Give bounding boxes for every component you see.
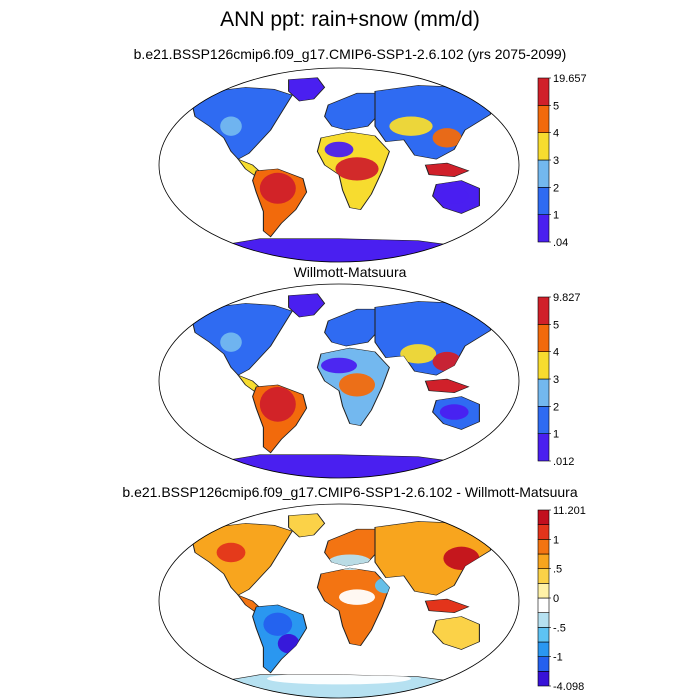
colorbar-label: .04 bbox=[553, 237, 568, 249]
colorbar-box bbox=[537, 324, 550, 352]
map-panel-2 bbox=[158, 283, 520, 479]
shading-patch bbox=[335, 157, 379, 181]
shading-patch bbox=[439, 404, 469, 420]
shading-patch bbox=[400, 344, 437, 364]
shading-patch bbox=[432, 128, 462, 148]
panel-3-title: b.e21.BSSP126cmip6.f09_g17.CMIP6-SSP1-2.… bbox=[122, 484, 578, 500]
shading-patch bbox=[324, 141, 354, 158]
landmass-af bbox=[316, 567, 390, 646]
landmass-gr bbox=[288, 513, 326, 538]
colorbar-label: 4 bbox=[553, 128, 559, 140]
land-layer bbox=[190, 513, 502, 698]
landmass-nz bbox=[489, 651, 502, 664]
landmass-nz bbox=[489, 431, 502, 444]
colorbar-box bbox=[537, 132, 550, 161]
colorbar-box bbox=[537, 612, 550, 628]
colorbar-box bbox=[537, 671, 550, 687]
colorbar-box bbox=[537, 597, 550, 613]
colorbar-box bbox=[537, 656, 550, 672]
colorbar-label: -1 bbox=[553, 652, 563, 664]
colorbar-1: .04 1 2 3 4 5 19.657 bbox=[537, 73, 587, 249]
map-panel-3 bbox=[158, 503, 520, 699]
landmass-gr bbox=[288, 77, 326, 102]
landmass-id bbox=[424, 378, 470, 393]
colorbar-label: 19.657 bbox=[553, 73, 587, 85]
colorbar-box bbox=[537, 406, 550, 434]
shading-patch bbox=[263, 612, 293, 636]
landmass-id bbox=[424, 162, 470, 177]
colorbar-box bbox=[537, 378, 550, 407]
colorbar-box bbox=[537, 553, 550, 569]
panel-1-title: b.e21.BSSP126cmip6.f09_g17.CMIP6-SSP1-2.… bbox=[133, 46, 567, 62]
colorbar-box bbox=[537, 583, 550, 599]
landmass-nz bbox=[489, 215, 502, 228]
map-frame bbox=[158, 503, 520, 699]
colorbar-label: 0 bbox=[553, 593, 559, 605]
map-frame bbox=[158, 67, 520, 263]
shading-patch bbox=[220, 116, 242, 136]
colorbar-label: 1 bbox=[553, 534, 559, 546]
landmass-id bbox=[424, 598, 470, 613]
shading-patch bbox=[339, 589, 375, 605]
colorbar-box bbox=[537, 351, 550, 380]
colorbar-label: 1 bbox=[553, 429, 559, 441]
figure-title: ANN ppt: rain+snow (mm/d) bbox=[220, 8, 480, 31]
land-layer bbox=[190, 293, 502, 478]
colorbar-box bbox=[537, 214, 550, 243]
shading-patch bbox=[439, 188, 469, 204]
landmass-na bbox=[190, 87, 293, 160]
colorbar-box bbox=[537, 627, 550, 643]
colorbar-box bbox=[537, 509, 550, 525]
colorbar-label: 11.201 bbox=[553, 505, 586, 517]
landmass-au bbox=[432, 616, 480, 650]
colorbar-box bbox=[537, 641, 550, 657]
shading-patch bbox=[321, 357, 357, 374]
colorbar-label: -.5 bbox=[553, 622, 566, 634]
colorbar-label: 2 bbox=[553, 401, 559, 413]
colorbar-label: 3 bbox=[553, 374, 559, 386]
colorbar-box bbox=[537, 159, 550, 188]
shading-patch bbox=[389, 116, 433, 136]
landmass-gr bbox=[288, 293, 326, 318]
shading-patch bbox=[339, 373, 375, 397]
landmass-na bbox=[190, 523, 293, 596]
map-frame bbox=[158, 283, 520, 479]
colorbar-box bbox=[537, 296, 550, 325]
shading-patch bbox=[259, 172, 296, 204]
shading-patch bbox=[259, 386, 296, 422]
colorbar-label: 5 bbox=[553, 319, 559, 331]
colorbar-label: 3 bbox=[553, 155, 559, 167]
colorbar-box bbox=[537, 105, 550, 133]
landmass-eu bbox=[324, 308, 383, 347]
colorbar-3: -4.098 -1 -.5 0 .5 1 11.201 bbox=[537, 505, 586, 693]
colorbar-label: 2 bbox=[553, 182, 559, 194]
colorbar-label: 4 bbox=[553, 347, 559, 359]
colorbar-box bbox=[537, 77, 550, 106]
colorbar-box bbox=[537, 524, 550, 540]
colorbar-box bbox=[537, 539, 550, 555]
colorbar-label: -4.098 bbox=[553, 681, 584, 693]
shading-patch bbox=[216, 542, 246, 563]
colorbar-label: .5 bbox=[553, 564, 562, 576]
colorbar-label: 5 bbox=[553, 100, 559, 112]
colorbar-label: .012 bbox=[553, 456, 574, 468]
colorbar-box bbox=[537, 187, 550, 215]
landmass-eu bbox=[324, 92, 383, 131]
shading-patch bbox=[267, 672, 412, 685]
colorbar-label: 9.827 bbox=[553, 292, 581, 304]
colorbar-box bbox=[537, 568, 550, 584]
map-panel-1 bbox=[158, 67, 520, 263]
colorbar-box bbox=[537, 433, 550, 462]
colorbar-label: 1 bbox=[553, 210, 559, 222]
panel-2-title: Willmott-Matsuura bbox=[293, 264, 407, 280]
colorbar-2: .012 1 2 3 4 5 9.827 bbox=[537, 292, 581, 468]
shading-patch bbox=[220, 332, 242, 352]
landmass-na bbox=[190, 303, 293, 376]
